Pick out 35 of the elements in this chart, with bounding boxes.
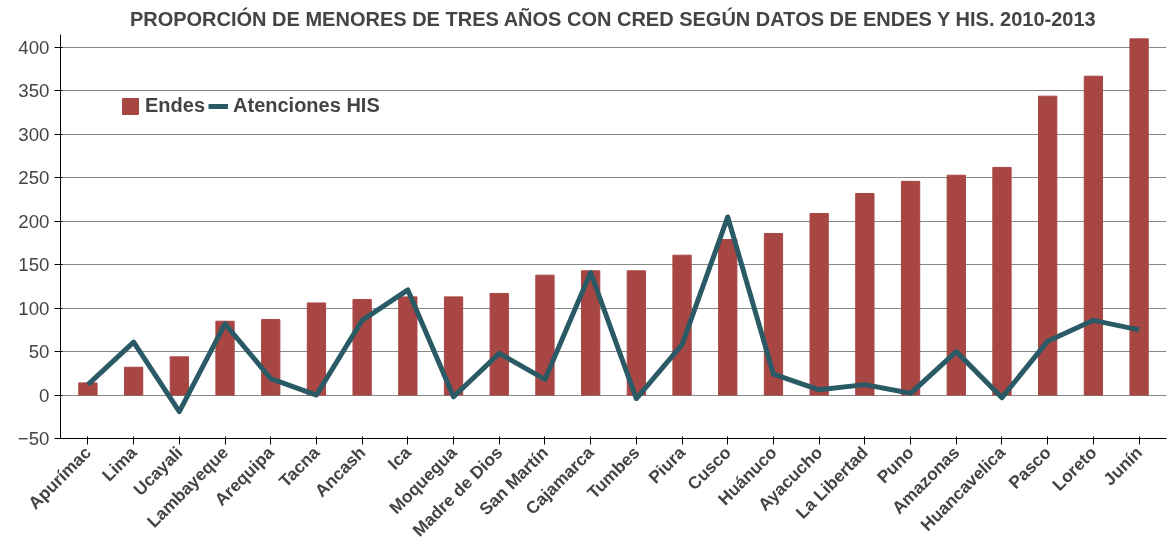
y-tick-label: 400 [18, 37, 50, 59]
y-tick-label: 250 [18, 167, 50, 189]
bar [1129, 38, 1149, 396]
bar [855, 192, 875, 396]
legend-label: Atenciones HIS [233, 94, 380, 117]
bar [78, 382, 98, 396]
y-tick-label: 50 [28, 341, 50, 363]
y-tick-label: 200 [18, 210, 50, 232]
y-tick-label: 0 [39, 384, 50, 406]
bar [718, 239, 738, 396]
bar [261, 318, 281, 396]
bar [992, 166, 1012, 396]
bar [169, 356, 189, 396]
bar [946, 174, 966, 396]
bar [535, 274, 555, 396]
bar [123, 366, 144, 396]
bar [489, 292, 509, 396]
bar [900, 180, 921, 396]
bar [306, 302, 327, 396]
bar [763, 232, 784, 396]
bar [809, 212, 829, 396]
y-tick-label: 350 [18, 80, 50, 102]
bar [398, 296, 418, 396]
y-tick-label: 150 [18, 254, 50, 276]
y-tick-label: 300 [18, 123, 50, 145]
bar [443, 296, 464, 396]
y-tick-label: 100 [18, 297, 50, 319]
bar [626, 270, 646, 396]
y-tick-label: −50 [17, 428, 50, 449]
bar [672, 254, 692, 396]
legend-label: Endes [145, 94, 206, 117]
bar [1083, 75, 1104, 396]
bar [352, 298, 372, 396]
chart-title: PROPORCIÓN DE MENORES DE TRES AÑOS CON CRED SEGÚN DATOS DE ENDES Y HIS. 2010-2013 [129, 6, 1096, 30]
bar [1038, 95, 1058, 396]
